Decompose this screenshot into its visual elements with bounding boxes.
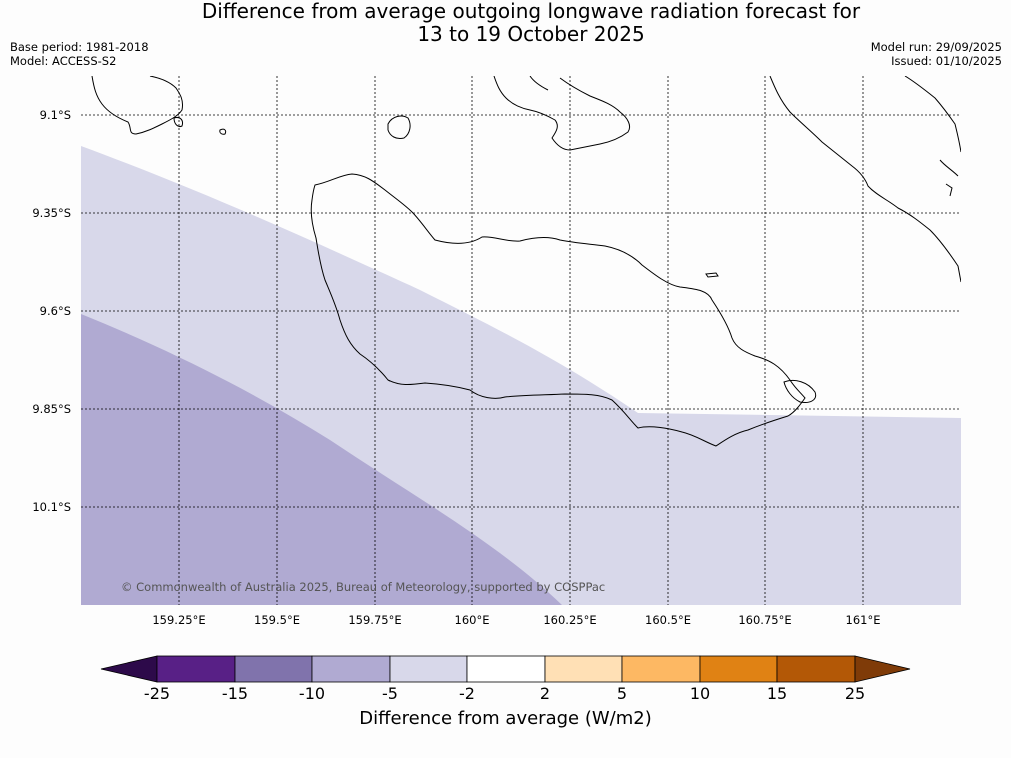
lon-label: 161°E (846, 613, 881, 627)
colorbar-bin (699, 655, 778, 683)
lat-label: 9.1°S (40, 108, 71, 122)
colorbar (100, 655, 911, 683)
colorbar-tick-label: -10 (298, 684, 326, 703)
colorbar-bin (466, 655, 546, 683)
lon-label: 160.5°E (645, 613, 691, 627)
florida-islands (493, 76, 631, 151)
colorbar-tick-label: -5 (382, 684, 398, 703)
title-line-1: Difference from average outgoing longwav… (201, 0, 861, 23)
lon-label: 160°E (455, 613, 490, 627)
graticule (81, 76, 961, 605)
guadalcanal-coastline (310, 173, 806, 447)
lon-label: 159.75°E (348, 613, 401, 627)
title-line-2: 13 to 19 October 2025 (417, 22, 645, 46)
lat-label: 10.1°S (32, 500, 71, 514)
lon-label: 160.75°E (738, 613, 791, 627)
colorbar-bin (389, 655, 468, 683)
meta-right: Model run: 29/09/2025 Issued: 01/10/2025 (871, 40, 1002, 68)
copyright-note: © Commonwealth of Australia 2025, Bureau… (121, 580, 605, 594)
colorbar-under-arrow (100, 655, 158, 683)
colorbar-tick-label: 25 (844, 684, 866, 703)
lon-label: 160.25°E (543, 613, 596, 627)
russell-islands (91, 76, 227, 135)
model-name: Model: ACCESS-S2 (10, 54, 117, 68)
anomaly-band-minus10 (81, 314, 562, 605)
colorbar-bin (234, 655, 313, 683)
colorbar-bin (621, 655, 701, 683)
lat-label: 9.35°S (32, 206, 71, 220)
colorbar-tick-label: 2 (539, 684, 551, 703)
savo-island (387, 115, 411, 139)
colorbar-tick-label: -15 (221, 684, 249, 703)
lat-label: 9.6°S (40, 304, 71, 318)
map-area: © Commonwealth of Australia 2025, Bureau… (81, 76, 961, 605)
malaita-coastline (769, 76, 961, 283)
lon-label: 159.25°E (152, 613, 205, 627)
model-run: Model run: 29/09/2025 (870, 40, 1002, 54)
colorbar-over-arrow (854, 655, 911, 683)
base-period: Base period: 1981-2018 (10, 40, 149, 54)
colorbar-title: Difference from average (W/m2) (359, 708, 652, 729)
colorbar-bin (776, 655, 856, 683)
colorbar-tick-label: 15 (766, 684, 788, 703)
colorbar-bin (311, 655, 391, 683)
colorbar-tick-label: 5 (616, 684, 628, 703)
lon-label: 159.5°E (254, 613, 300, 627)
colorbar-bin (156, 655, 236, 683)
lat-label: 9.85°S (32, 402, 71, 416)
east-islet (783, 379, 817, 403)
meta-left: Base period: 1981-2018 Model: ACCESS-S2 (10, 40, 149, 68)
longitude-labels: 159.25°E 159.5°E 159.75°E 160°E 160.25°E 160.… (152, 613, 880, 627)
colorbar-tick-label: 10 (689, 684, 711, 703)
latitude-labels: 9.1°S 9.35°S 9.6°S 9.85°S 10.1°S (32, 108, 71, 514)
colorbar-tick-label: -25 (143, 684, 171, 703)
small-islet (705, 272, 719, 278)
map-title: Difference from average outgoing longwav… (0, 0, 1011, 46)
colorbar-bin (544, 655, 623, 683)
colorbar-tick-label: -2 (459, 684, 475, 703)
issued-date: Issued: 01/10/2025 (891, 54, 1002, 68)
